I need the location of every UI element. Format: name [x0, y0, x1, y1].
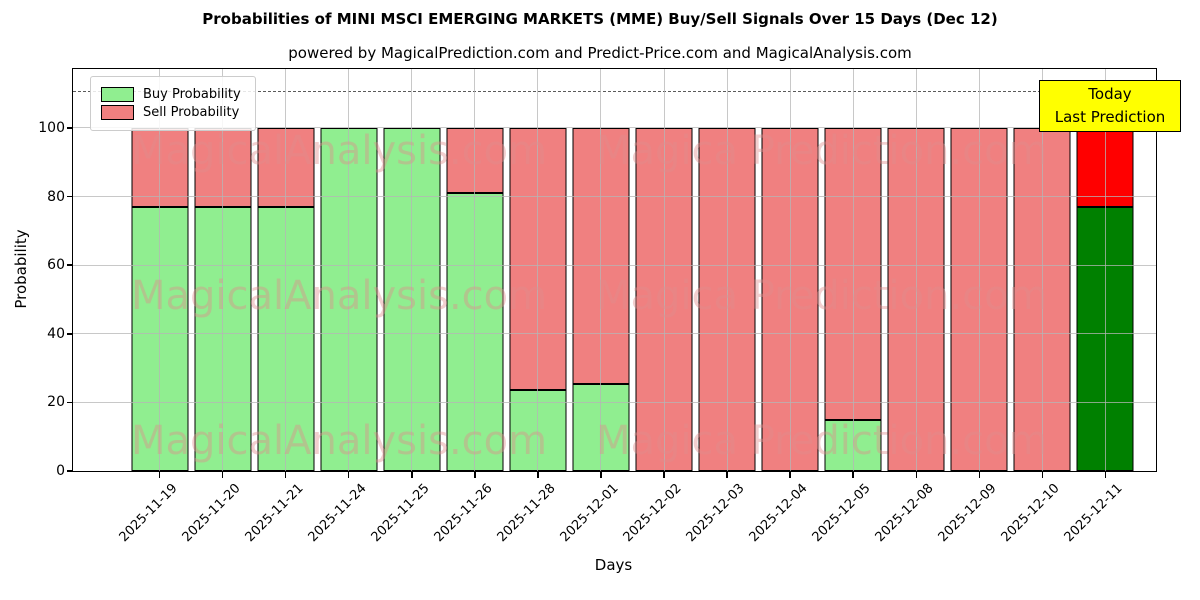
x-tick-mark	[600, 471, 602, 478]
x-tick-label: 2025-12-05	[809, 481, 874, 546]
sell-probability-swatch	[101, 105, 134, 120]
x-tick-label: 2025-12-11	[1062, 481, 1127, 546]
plot-area: MagicalAnalysis.com Magica Prediction.com…	[38, 68, 1181, 545]
x-tick-mark	[789, 471, 791, 478]
x-tick-mark	[411, 471, 413, 478]
y-tick-label: 80	[47, 188, 65, 205]
y-tick-mark	[67, 470, 73, 472]
y-tick-mark	[67, 264, 73, 266]
chart-subtitle: powered by MagicalPrediction.com and Pre…	[288, 44, 912, 62]
x-tick-label: 2025-11-24	[305, 481, 370, 546]
x-tick-label: 2025-12-09	[935, 481, 1000, 546]
x-tick-mark	[221, 471, 224, 478]
x-tick-mark	[663, 471, 665, 478]
y-tick-label: 100	[38, 119, 65, 136]
v-gridline	[348, 69, 350, 471]
v-gridline	[159, 69, 161, 471]
h-gridline	[73, 264, 1156, 266]
legend-item-buy: Buy Probability	[101, 87, 241, 102]
v-gridline	[663, 69, 665, 471]
v-gridline	[285, 69, 287, 471]
x-tick-mark	[158, 471, 161, 478]
v-gridline	[1041, 69, 1043, 471]
x-axis-label: Days	[594, 556, 633, 574]
x-tick-mark	[1104, 471, 1107, 478]
x-tick-mark	[915, 471, 918, 478]
y-tick-mark	[67, 333, 73, 335]
v-gridline	[978, 69, 980, 471]
x-tick-label: 2025-12-01	[557, 481, 622, 546]
y-tick-mark	[67, 195, 73, 198]
v-gridline	[852, 69, 854, 471]
v-gridline	[537, 69, 539, 471]
x-tick-label: 2025-12-03	[683, 481, 748, 546]
v-gridline	[600, 69, 602, 471]
v-gridline	[474, 69, 476, 471]
x-tick-label: 2025-11-21	[242, 481, 307, 546]
chart-title: Probabilities of MINI MSCI EMERGING MARK…	[202, 10, 998, 28]
x-tick-label: 2025-12-10	[998, 481, 1064, 546]
h-gridline	[73, 333, 1156, 335]
legend-item-sell: Sell Probability	[101, 105, 241, 120]
y-tick-label: 60	[47, 257, 65, 274]
cutoff-dashed-line	[73, 91, 1156, 92]
legend: Buy Probability Sell Probability	[90, 76, 256, 131]
x-tick-mark	[537, 471, 539, 478]
x-tick-label: 2025-11-19	[116, 481, 181, 546]
v-gridline	[1104, 69, 1106, 471]
x-tick-label: 2025-12-08	[872, 481, 937, 546]
x-tick-label: 2025-11-25	[368, 481, 433, 546]
h-gridline	[73, 196, 1156, 198]
h-gridline	[73, 127, 1156, 129]
x-tick-label: 2025-11-26	[431, 481, 496, 546]
y-tick-label: 0	[56, 463, 65, 479]
h-gridline	[73, 401, 1156, 403]
x-tick-mark	[1041, 471, 1044, 478]
y-tick-label: 20	[47, 394, 65, 411]
v-gridline	[726, 69, 728, 471]
x-tick-mark	[474, 471, 476, 478]
y-tick-label: 40	[47, 325, 65, 342]
x-tick-label: 2025-11-28	[494, 481, 559, 546]
legend-label-buy: Buy Probability	[143, 87, 241, 102]
y-tick-mark	[67, 401, 73, 404]
x-tick-mark	[978, 471, 981, 478]
x-tick-label: 2025-11-20	[179, 481, 244, 546]
x-tick-label: 2025-12-02	[620, 481, 685, 546]
v-gridline	[222, 69, 224, 471]
legend-label-sell: Sell Probability	[143, 105, 240, 120]
y-tick-mark	[67, 127, 73, 129]
x-tick-mark	[852, 471, 854, 478]
x-tick-mark	[284, 471, 287, 478]
today-annotation-line1: Today	[1088, 85, 1132, 103]
x-tick-label: 2025-12-04	[746, 481, 811, 546]
x-tick-mark	[726, 471, 728, 478]
today-annotation-line2: Last Prediction	[1054, 107, 1166, 126]
today-annotation-box: Today Last Prediction	[1039, 80, 1181, 132]
v-gridline	[915, 69, 917, 471]
x-tick-mark	[347, 471, 350, 478]
buy-probability-swatch	[101, 87, 134, 102]
v-gridline	[411, 69, 413, 471]
v-gridline	[789, 69, 791, 471]
